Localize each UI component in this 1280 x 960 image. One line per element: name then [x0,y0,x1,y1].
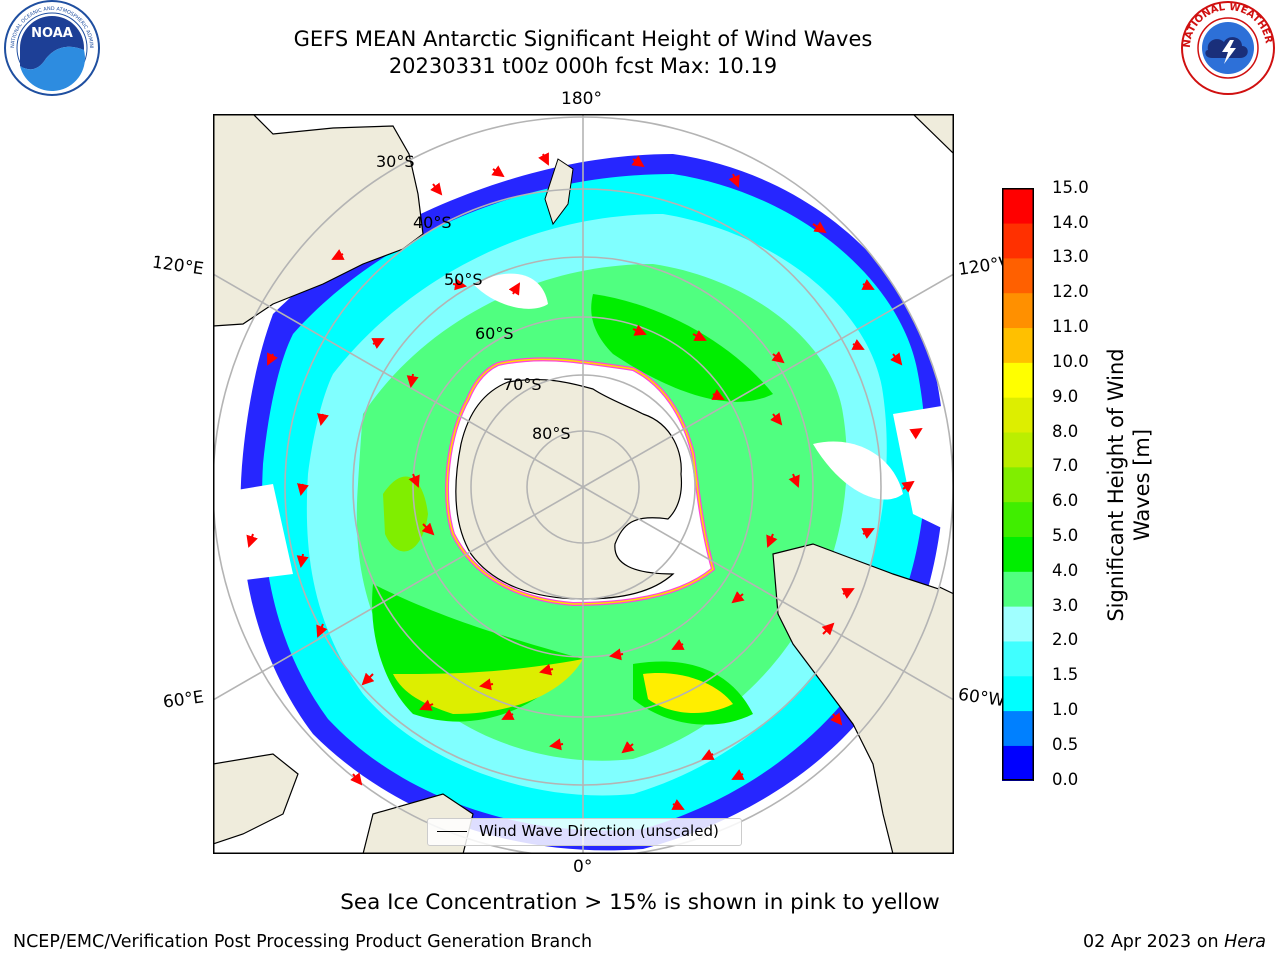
colorbar-tick-label: 1.0 [1052,700,1079,720]
colorbar-label-line2: Waves [m] [1130,428,1154,542]
noaa-logo: NOAA NATIONAL OCEANIC AND ATMOSPHERIC AD… [0,0,100,96]
lat-label-50s: 50°S [444,270,483,289]
sea-ice-note: Sea Ice Concentration > 15% is shown in … [340,890,940,915]
colorbar-band [1002,536,1034,573]
colorbar-label-line1: Significant Height of Wind [1104,348,1128,622]
lon-label-60w: 60°W [956,684,1007,712]
lat-label-70s: 70°S [503,375,542,394]
colorbar-tick-label: 13.0 [1052,247,1089,267]
colorbar-label: Significant Height of Wind Waves [m] [1103,348,1155,621]
lon-label-0: 0° [573,857,593,877]
colorbar-band [1002,432,1034,468]
colorbar-tick-label: 12.0 [1052,282,1089,302]
map-panel [213,114,954,854]
lon-label-60e: 60°E [161,687,206,713]
colorbar-band [1002,258,1034,294]
lon-label-120e: 120°E [150,252,205,280]
colorbar-tick-label: 5.0 [1052,525,1079,545]
lat-label-60s: 60°S [475,324,514,343]
colorbar-tick-label: 2.0 [1052,630,1079,650]
colorbar-tick-label: 6.0 [1052,491,1079,511]
colorbar-band [1002,397,1034,434]
credit-date: 02 Apr 2023 on Hera [1083,932,1266,952]
credit-branch: NCEP/EMC/Verification Post Processing Pr… [13,932,593,952]
colorbar-tick-label: 7.0 [1052,456,1079,476]
colorbar-tick-label: 9.0 [1052,386,1079,406]
colorbar-band [1002,293,1034,329]
svg-text:NOAA: NOAA [31,26,73,41]
legend-label: Wind Wave Direction (unscaled) [479,822,719,840]
nws-logo: NATIONAL WEATHER SERVICE [1178,0,1275,95]
lat-label-40s: 40°S [413,213,452,232]
colorbar-band [1002,711,1034,747]
lat-label-30s: 30°S [376,152,415,171]
colorbar-band [1002,606,1034,643]
credit-date-text: 02 Apr 2023 on [1082,932,1219,952]
colorbar-band [1002,676,1034,712]
chart-subtitle: 20230331 t00z 000h fcst Max: 10.19 [388,54,778,78]
colorbar-band [1002,571,1034,608]
colorbar-band [1002,502,1034,538]
colorbar-band [1002,745,1034,781]
colorbar-tick-label: 10.0 [1052,351,1089,371]
lon-label-180: 180° [561,89,602,109]
wind-wave-arrows [246,152,923,810]
colorbar [1002,188,1034,781]
antarctica-land [455,378,683,600]
colorbar-tick-label: 1.5 [1052,665,1079,685]
colorbar-band [1002,467,1034,503]
colorbar-tick-label: 0.5 [1052,734,1079,754]
lat-label-80s: 80°S [532,424,571,443]
map-legend: Wind Wave Direction (unscaled) [427,818,742,846]
colorbar-tick-label: 14.0 [1052,212,1089,232]
colorbar-tick-label: 4.0 [1052,560,1079,580]
colorbar-band [1002,641,1034,677]
legend-line-swatch [437,831,467,832]
colorbar-tick-label: 11.0 [1052,317,1089,337]
colorbar-tick-label: 0.0 [1052,769,1079,789]
colorbar-band [1002,223,1034,259]
colorbar-tick-label: 3.0 [1052,595,1079,615]
graticule [213,114,954,854]
colorbar-band [1002,188,1034,225]
colorbar-band [1002,362,1034,399]
credit-system: Hera [1224,932,1266,952]
chart-title: GEFS MEAN Antarctic Significant Height o… [293,27,873,51]
colorbar-tick-label: 8.0 [1052,421,1079,441]
map-border [213,114,954,854]
colorbar-band [1002,328,1034,364]
colorbar-tick-label: 15.0 [1052,177,1089,197]
